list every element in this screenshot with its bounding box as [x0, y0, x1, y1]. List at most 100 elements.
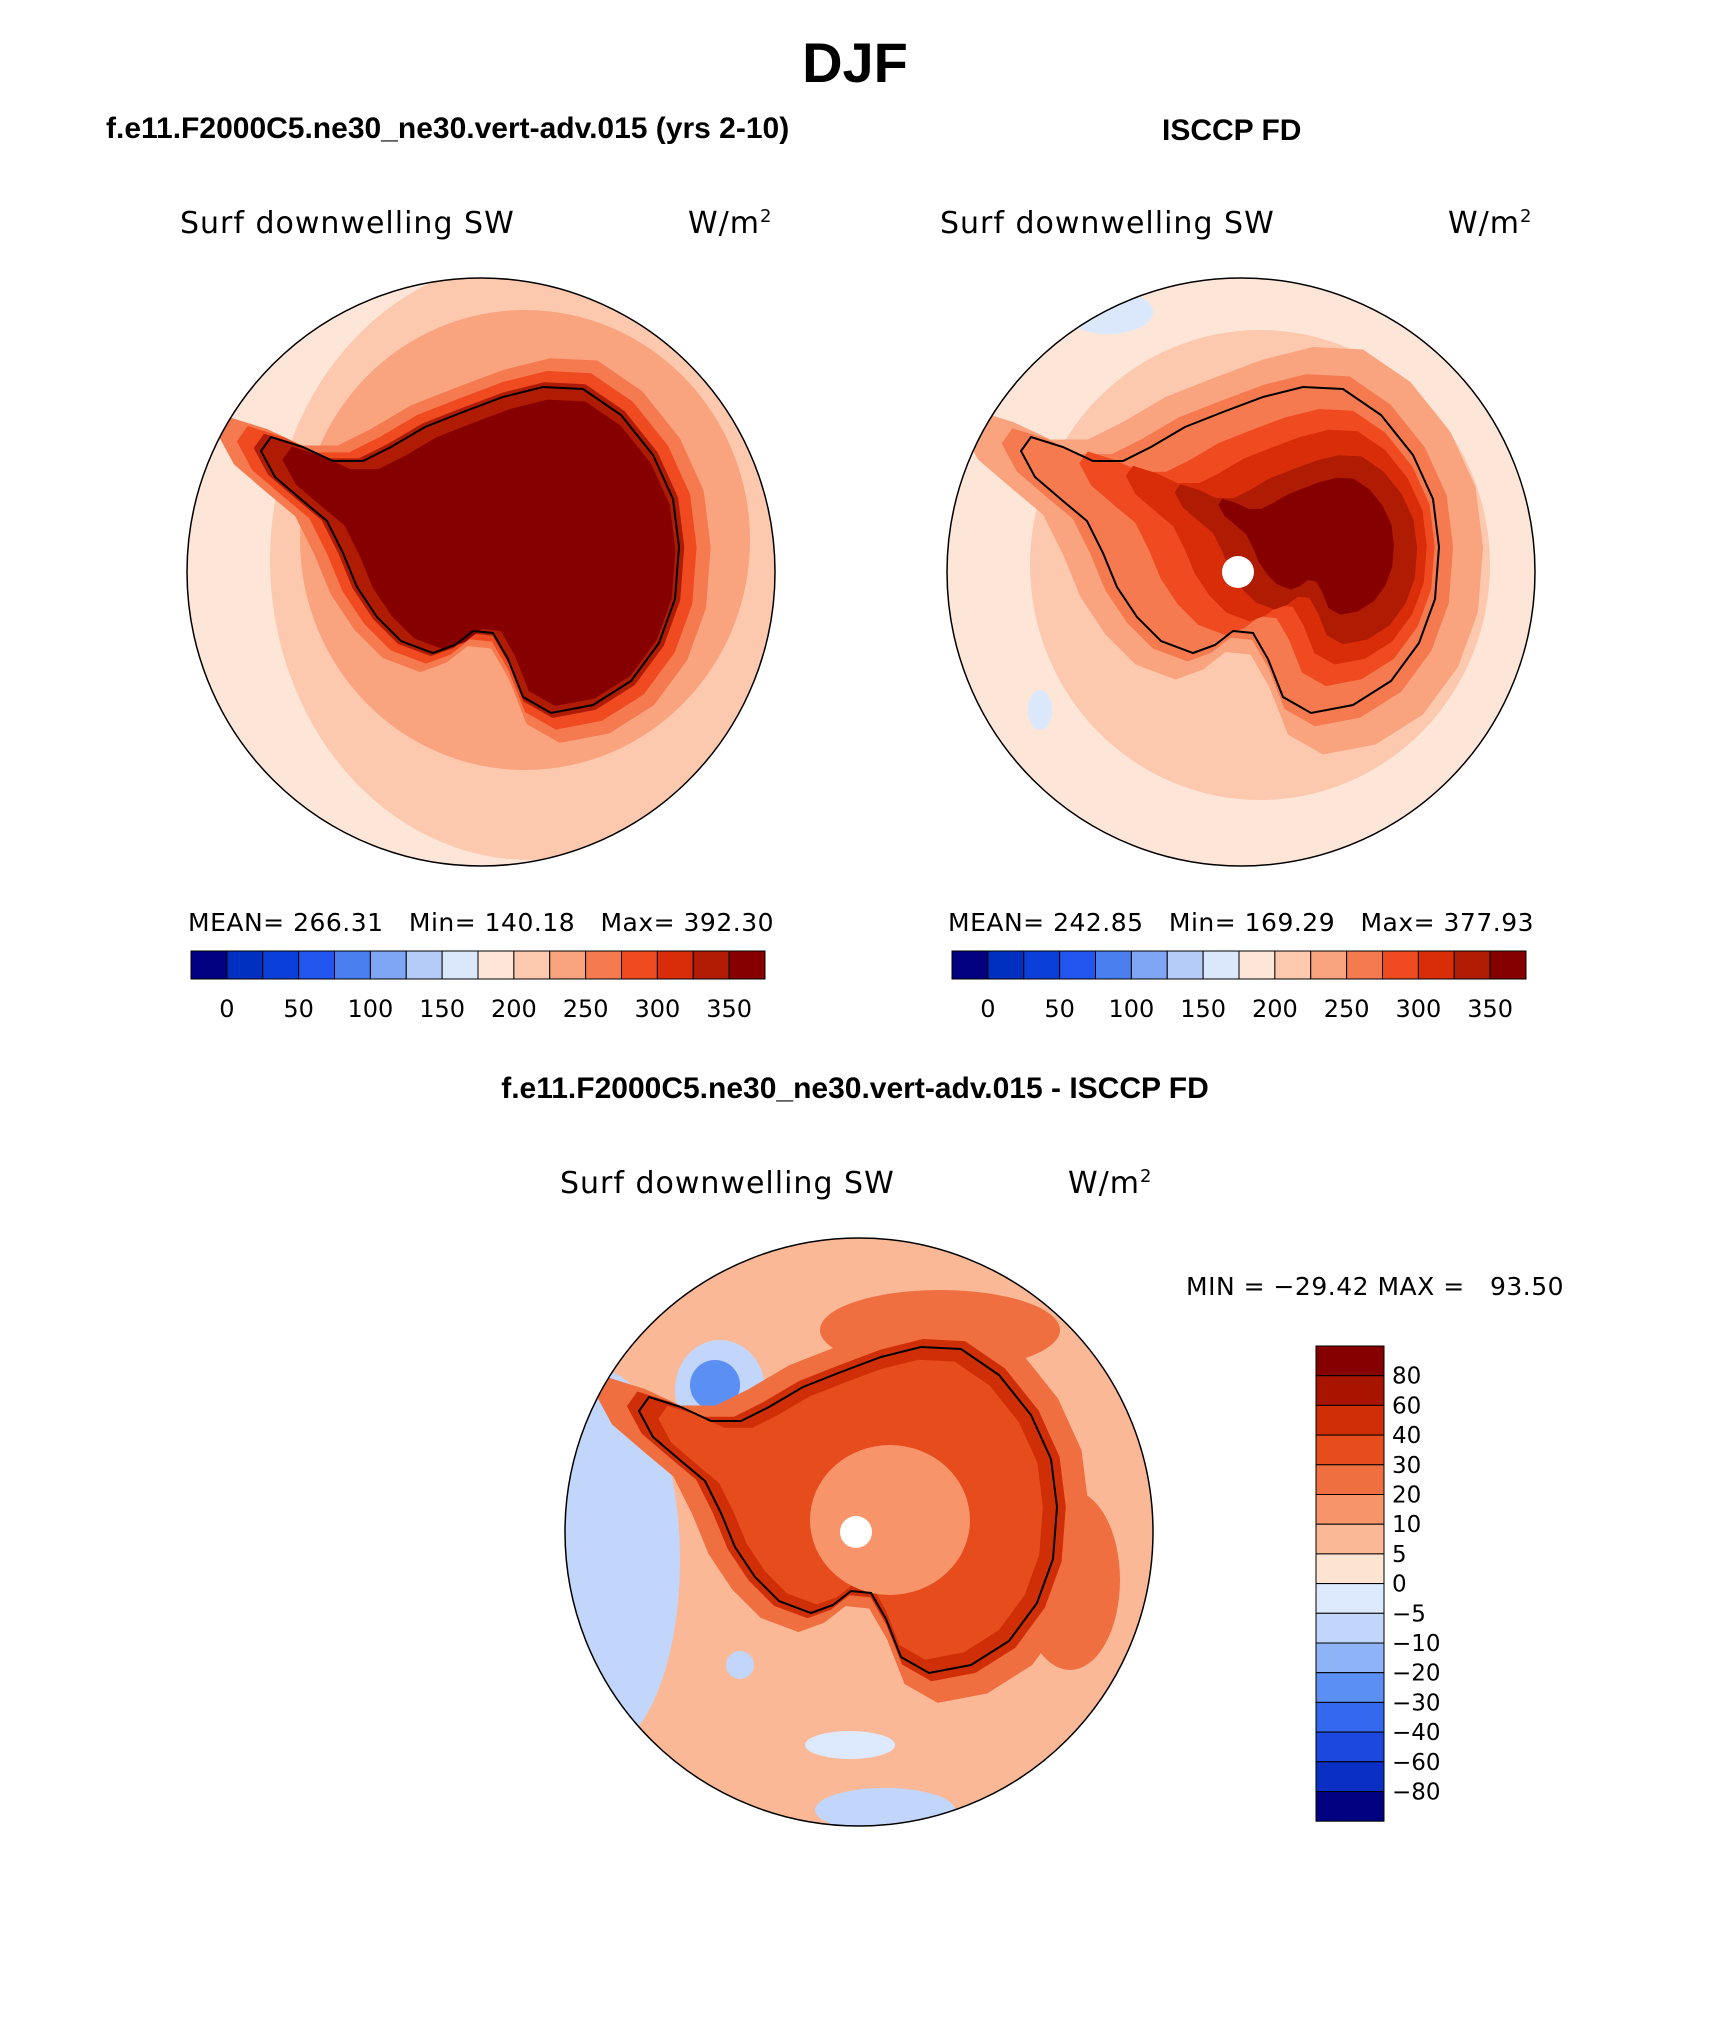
model-colorbar-swatch: [298, 950, 335, 980]
model-colorbar-tick-label: 100: [347, 995, 393, 1023]
obs-colorbar-swatch: [1023, 950, 1061, 980]
model-colorbar-swatch: [621, 950, 658, 980]
obs-colorbar-swatch: [1310, 950, 1348, 980]
obs-colorbar-tick-label: 150: [1180, 995, 1226, 1023]
diff-colorbar-swatch: [1315, 1464, 1385, 1496]
model-colorbar: 0 50 100 150 200 250 300 350: [190, 950, 766, 1023]
diff-colorbar-swatch: [1315, 1701, 1385, 1733]
diff-colorbar-tick-label: −20: [1392, 1661, 1441, 1687]
diff-colorbar-tick-label: −5: [1392, 1601, 1426, 1627]
model-colorbar-tick-label: 0: [219, 995, 234, 1023]
page-title: DJF: [802, 31, 908, 94]
diff-variable-label: Surf downwelling SW: [560, 1166, 895, 1201]
obs-colorbar-swatch: [1417, 950, 1455, 980]
diff-colorbar-swatch: [1315, 1553, 1385, 1585]
obs-colorbar-swatch: [1095, 950, 1132, 980]
model-stats: MEAN= 266.31 Min= 140.18 Max= 392.30: [188, 908, 775, 937]
obs-colorbar-tick-label: 50: [1044, 995, 1075, 1023]
obs-colorbar-tick-label: 250: [1324, 995, 1370, 1023]
model-colorbar-swatch: [477, 950, 515, 980]
obs-colorbar-swatch: [951, 950, 989, 980]
model-variable-label: Surf downwelling SW: [180, 206, 515, 241]
diff-colorbar-tick-label: 30: [1392, 1453, 1421, 1479]
model-colorbar-swatch: [226, 950, 264, 980]
model-colorbar-swatch: [334, 950, 371, 980]
diff-units-label: W/m2: [1068, 1166, 1153, 1201]
obs-map: [946, 277, 1536, 867]
diff-case-title: f.e11.F2000C5.ne30_ne30.vert-adv.015 - I…: [501, 1072, 1209, 1105]
model-colorbar-swatch: [656, 950, 694, 980]
diff-map-border: [564, 1237, 1154, 1827]
obs-colorbar: 0 50 100 150 200 250 300 350: [951, 950, 1527, 1023]
obs-map-pole-missing: [1222, 556, 1254, 588]
obs-colorbar-swatch: [1489, 950, 1527, 980]
model-colorbar-swatch: [549, 950, 587, 980]
model-colorbar-swatch: [262, 950, 300, 980]
diff-colorbar-swatch: [1315, 1791, 1385, 1822]
diff-colorbar-tick-label: 80: [1392, 1364, 1421, 1390]
diff-colorbar-swatch: [1315, 1404, 1385, 1436]
diff-colorbar-swatch: [1315, 1583, 1385, 1614]
obs-colorbar-swatch: [1238, 950, 1276, 980]
obs-stats: MEAN= 242.85 Min= 169.29 Max= 377.93: [948, 908, 1535, 937]
model-colorbar-swatch: [692, 950, 730, 980]
model-map-border: [186, 277, 776, 867]
diff-colorbar-tick-label: −10: [1392, 1631, 1441, 1657]
obs-colorbar-swatch: [1274, 950, 1312, 980]
diff-colorbar-swatch: [1315, 1731, 1385, 1763]
obs-colorbar-tick-label: 100: [1108, 995, 1154, 1023]
model-colorbar-swatch: [190, 950, 228, 980]
model-colorbar-swatch: [405, 950, 443, 980]
diff-stats: MIN = −29.42 MAX = 93.50: [1186, 1272, 1565, 1301]
obs-colorbar-swatch: [1453, 950, 1491, 980]
diff-colorbar-swatch: [1315, 1494, 1385, 1525]
model-case-title: f.e11.F2000C5.ne30_ne30.vert-adv.015 (yr…: [106, 112, 790, 145]
obs-map-low-patch-2: [1028, 690, 1052, 730]
obs-colorbar-tick-label: 0: [980, 995, 995, 1023]
model-colorbar-swatch: [585, 950, 622, 980]
diff-colorbar-tick-label: 40: [1392, 1423, 1421, 1449]
model-units-label: W/m2: [688, 206, 773, 241]
diff-colorbar-tick-label: 20: [1392, 1483, 1421, 1509]
model-colorbar-tick-label: 150: [419, 995, 465, 1023]
obs-colorbar-swatch: [1130, 950, 1168, 980]
diff-map-center-low: [810, 1445, 970, 1595]
obs-units-label: W/m2: [1448, 206, 1533, 241]
obs-variable-label: Surf downwelling SW: [940, 206, 1275, 241]
diff-colorbar-swatch: [1315, 1672, 1385, 1703]
obs-colorbar-swatch: [1382, 950, 1419, 980]
model-colorbar-swatch: [728, 950, 766, 980]
obs-colorbar-tick-label: 300: [1395, 995, 1441, 1023]
diff-colorbar-tick-label: 10: [1392, 1512, 1421, 1538]
obs-colorbar-tick-label: 350: [1467, 995, 1513, 1023]
model-colorbar-swatch: [369, 950, 407, 980]
diff-colorbar-tick-label: −40: [1392, 1720, 1441, 1746]
diff-colorbar-swatch: [1315, 1523, 1385, 1555]
diff-colorbar-tick-label: 5: [1392, 1542, 1407, 1568]
model-colorbar-swatch: [513, 950, 551, 980]
diff-colorbar-tick-label: 60: [1392, 1393, 1421, 1419]
diff-map-neg-patch-1-core: [690, 1360, 740, 1410]
diff-colorbar: 80 60 40 30 20 10 5 0 −5 −10 −20 −30 −40 −60 −80: [1315, 1345, 1441, 1822]
diff-map: [564, 1237, 1154, 1827]
diff-colorbar-swatch: [1315, 1761, 1385, 1793]
diff-colorbar-tick-label: −80: [1392, 1780, 1441, 1806]
model-map: [186, 277, 776, 867]
model-colorbar-tick-label: 200: [491, 995, 537, 1023]
diff-colorbar-swatch: [1315, 1642, 1385, 1674]
diff-colorbar-swatch: [1315, 1612, 1385, 1644]
diff-map-neg-west: [565, 1370, 680, 1750]
obs-colorbar-swatch: [987, 950, 1025, 980]
obs-map-border: [946, 277, 1536, 867]
obs-colorbar-tick-label: 200: [1252, 995, 1298, 1023]
diff-colorbar-tick-label: −30: [1392, 1690, 1441, 1716]
obs-colorbar-swatch: [1202, 950, 1240, 980]
obs-case-title: ISCCP FD: [1162, 114, 1302, 147]
obs-colorbar-swatch: [1346, 950, 1383, 980]
obs-colorbar-swatch: [1166, 950, 1204, 980]
model-colorbar-tick-label: 350: [706, 995, 752, 1023]
diff-colorbar-tick-label: 0: [1392, 1572, 1407, 1598]
model-colorbar-tick-label: 50: [283, 995, 314, 1023]
diff-colorbar-tick-label: −60: [1392, 1750, 1441, 1776]
diff-map-neg-patch-2: [805, 1731, 895, 1759]
